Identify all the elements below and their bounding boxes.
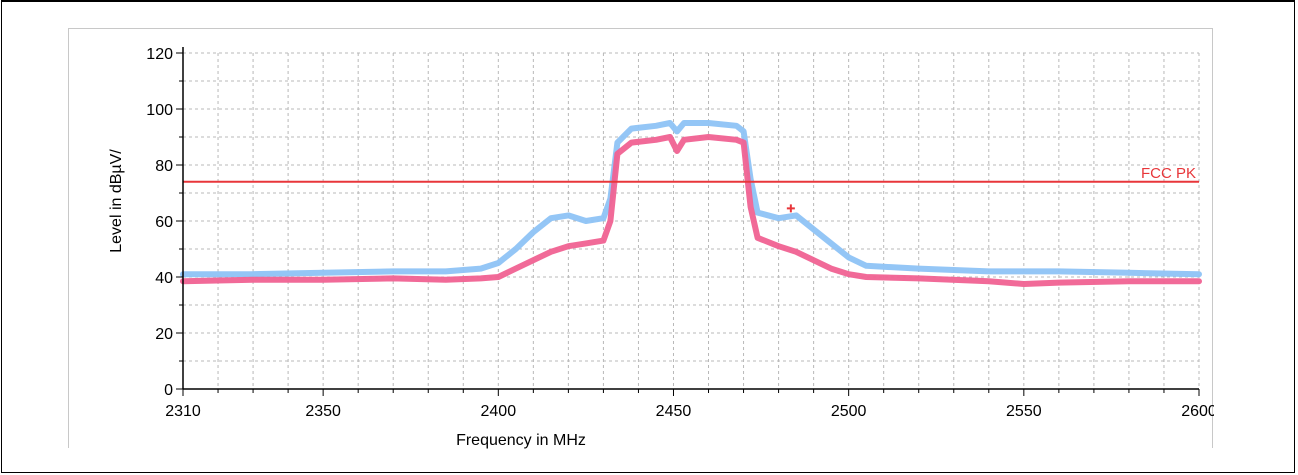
y-tick-label: 120 <box>146 46 173 63</box>
x-tick-label: 2450 <box>656 403 692 420</box>
y-tick-label: 40 <box>155 270 173 287</box>
limit-line-label: FCC PK <box>1141 165 1196 182</box>
x-tick-label: 2550 <box>1006 403 1042 420</box>
y-axis-title: Level in dBµV/ <box>108 149 125 253</box>
series-layer <box>180 120 1202 287</box>
grid <box>183 52 1200 389</box>
x-tick-label: 2400 <box>481 403 517 420</box>
x-tick-label: 2500 <box>831 403 867 420</box>
y-tick-label: 20 <box>155 326 173 343</box>
limit-layer <box>183 180 1199 213</box>
tick-labels: 0 20 40 60 80 100 120 2310 2350 2400 2450 2500 2550 2… <box>146 46 1214 420</box>
chart-panel: 0 20 40 60 80 100 120 2310 2350 2400 2450 2500 2550 2… <box>68 28 1214 449</box>
level-vs-frequency-chart: 0 20 40 60 80 100 120 2310 2350 2400 2450 2500 2550 2… <box>108 46 1214 449</box>
series-line-1 <box>180 134 1202 287</box>
y-tick-label: 100 <box>146 102 173 119</box>
x-axis-title: Frequency in MHz <box>456 432 586 449</box>
x-tick-label: 2310 <box>165 403 201 420</box>
y-tick-label: 60 <box>155 214 173 231</box>
x-tick-label: 2350 <box>305 403 341 420</box>
series-line-0 <box>180 120 1202 278</box>
peak-marker <box>786 204 795 213</box>
x-tick-label: 2600 <box>1181 403 1214 420</box>
y-tick-label: 0 <box>164 382 173 399</box>
axes <box>176 47 1200 396</box>
y-tick-label: 80 <box>155 158 173 175</box>
